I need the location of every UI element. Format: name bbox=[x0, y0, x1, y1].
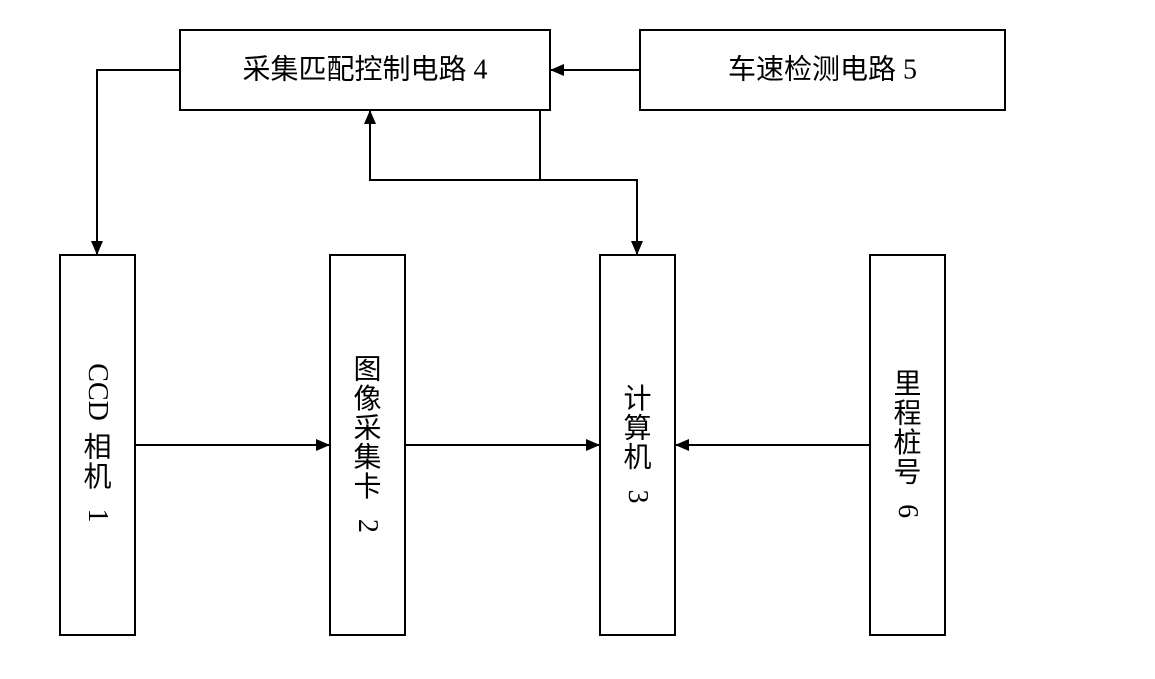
node-speed: 车速检测电路 5 bbox=[640, 30, 1005, 110]
node-mileage: 里程桩号 6 bbox=[870, 255, 945, 635]
node-grabber: 图像采集卡 2 bbox=[330, 255, 405, 635]
svg-text:采: 采 bbox=[353, 413, 381, 444]
svg-text:集: 集 bbox=[353, 442, 381, 474]
svg-text:1: 1 bbox=[82, 509, 113, 523]
edge-computer-to-acq_match bbox=[364, 110, 637, 255]
svg-text:机: 机 bbox=[623, 442, 651, 474]
svg-text:CCD: CCD bbox=[82, 363, 113, 421]
edge-speed-to-acq_match bbox=[550, 64, 640, 76]
svg-text:机: 机 bbox=[83, 461, 111, 493]
svg-text:里: 里 bbox=[893, 369, 921, 400]
svg-text:程: 程 bbox=[893, 399, 921, 430]
svg-text:算: 算 bbox=[623, 412, 651, 444]
node-computer: 计算机 3 bbox=[600, 255, 675, 635]
svg-text:图: 图 bbox=[353, 355, 381, 386]
node-ccd: CCD 相机 1 bbox=[60, 255, 135, 635]
svg-text:桩: 桩 bbox=[893, 427, 921, 459]
edge-mileage-to-computer bbox=[675, 439, 870, 451]
svg-text:计: 计 bbox=[623, 383, 651, 415]
node-acq_match: 采集匹配控制电路 4 bbox=[180, 30, 550, 110]
svg-text:卡: 卡 bbox=[353, 471, 381, 503]
svg-text:像: 像 bbox=[353, 383, 381, 415]
node-acq_match-label: 采集匹配控制电路 4 bbox=[242, 54, 487, 86]
svg-text:6: 6 bbox=[892, 504, 923, 518]
edge-ccd-to-grabber bbox=[135, 439, 330, 451]
edge-grabber-to-computer bbox=[405, 439, 600, 451]
edge-acq_match-to-computer bbox=[540, 110, 643, 255]
svg-text:号: 号 bbox=[893, 457, 921, 488]
edge-acq_match-to-ccd bbox=[91, 70, 180, 255]
node-speed-label: 车速检测电路 5 bbox=[728, 54, 917, 86]
svg-text:相: 相 bbox=[83, 431, 111, 463]
svg-text:2: 2 bbox=[352, 519, 383, 533]
svg-text:3: 3 bbox=[622, 489, 653, 503]
